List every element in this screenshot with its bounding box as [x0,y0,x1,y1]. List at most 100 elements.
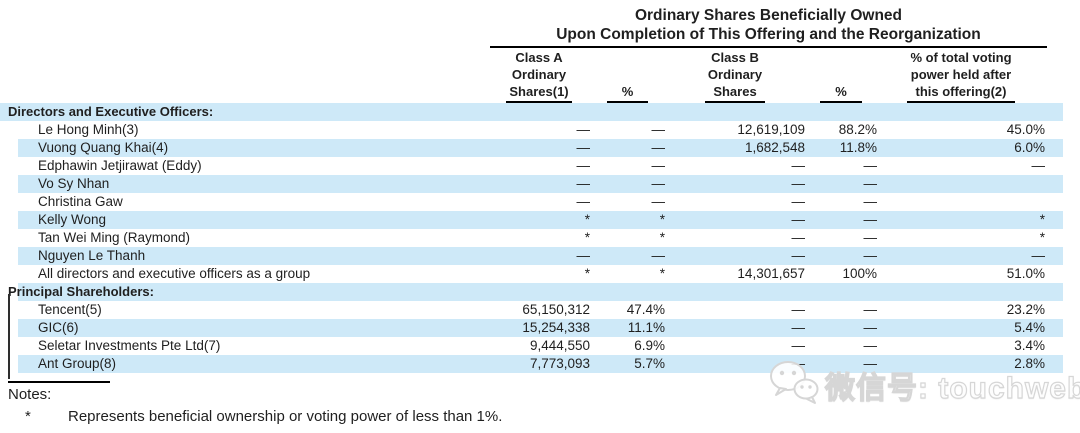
cell-voting-power: 2.8% [1014,356,1045,371]
column-header-class-b-shares: Class B Ordinary Shares [665,49,805,103]
cell-class-a-shares: 9,444,550 [529,338,590,353]
cell-class-a-shares: — [576,122,591,137]
cell-class-b-shares: — [791,194,806,209]
footnote-asterisk: * Represents beneficial ownership or vot… [8,407,1008,426]
row-label: Principal Shareholders: [8,284,154,299]
table-title: Ordinary Shares Beneficially Owned Upon … [490,6,1047,48]
cell-class-b-percent: — [863,230,878,245]
cell-class-a-percent: * [659,212,665,227]
cell-class-a-shares: * [584,212,590,227]
table-row: Vuong Quang Khai(4) — — 1,682,548 11.8% … [0,139,1063,157]
footnote-text: Represents beneficial ownership or votin… [68,408,503,425]
row-label: All directors and executive officers as … [38,266,311,281]
table-body: Directors and Executive Officers: Le Hon… [0,103,1063,373]
cell-class-a-percent [590,103,665,121]
cell-class-a-shares: — [576,248,591,263]
cell-class-b-shares: 14,301,657 [737,266,805,281]
table-row: Le Hong Minh(3) — — 12,619,109 88.2% 45.… [0,121,1063,139]
cell-voting-power: 6.0% [1014,140,1045,155]
table-header: Ordinary Shares Beneficially Owned Upon … [0,0,1063,103]
table-row: Kelly Wong * * — — * [0,211,1063,229]
row-label: Seletar Investments Pte Ltd(7) [38,338,221,353]
cell-class-b-percent: — [863,302,878,317]
cell-class-b-shares [665,283,805,301]
cell-class-b-shares: — [791,212,806,227]
cell-voting-power [877,175,1063,193]
cell-class-a-percent: — [651,176,666,191]
table-row: Directors and Executive Officers: [0,103,1063,121]
cell-class-b-percent: 100% [842,266,877,281]
cell-class-a-percent: — [651,140,666,155]
table-row: Christina Gaw — — — — [0,193,1063,211]
row-label: Christina Gaw [38,194,123,209]
table-title-line1: Ordinary Shares Beneficially Owned [634,7,903,24]
cell-class-b-percent: — [863,194,878,209]
row-label: GIC(6) [38,320,79,335]
table-row: All directors and executive officers as … [0,265,1063,283]
table-title-line2: Upon Completion of This Offering and the… [556,26,981,43]
cell-class-b-shares: 12,619,109 [737,122,805,137]
cell-class-b-shares: — [791,320,806,335]
cell-class-a-shares: 65,150,312 [522,302,590,317]
cell-class-a-shares: — [576,176,591,191]
cell-class-a-percent: 6.9% [634,338,665,353]
column-header-class-b-percent: % [805,83,877,103]
table-row: Edphawin Jetjirawat (Eddy) — — — — — [0,157,1063,175]
cell-class-b-shares: 1,682,548 [744,140,805,155]
notes-heading: Notes: [8,386,52,403]
notes-divider [8,381,110,383]
page-edge-line [8,294,10,379]
cell-class-a-percent: * [659,230,665,245]
cell-class-a-percent: — [651,194,666,209]
table-row: Ant Group(8) 7,773,093 5.7% — — 2.8% [0,355,1063,373]
cell-class-b-percent: — [863,356,878,371]
row-label: Vuong Quang Khai(4) [38,140,169,155]
cell-class-b-percent: — [863,248,878,263]
cell-class-a-shares: 7,773,093 [529,356,590,371]
column-headers: Class A Ordinary Shares(1) % Class B Ord… [0,49,1063,103]
cell-voting-power: 3.4% [1014,338,1045,353]
row-label: Ant Group(8) [38,356,117,371]
cell-voting-power [877,193,1063,211]
cell-class-b-percent: — [863,320,878,335]
cell-class-b-shares: — [791,356,806,371]
footnote-marker: * [25,408,31,425]
cell-class-b-percent: 88.2% [838,122,877,137]
cell-class-a-shares: — [576,194,591,209]
cell-voting-power: * [1039,230,1045,245]
cell-class-b-shares: — [791,230,806,245]
cell-class-b-percent: 11.8% [839,140,877,155]
column-header-voting-power: % of total voting power held after this … [877,49,1063,103]
row-label: Edphawin Jetjirawat (Eddy) [38,158,202,173]
cell-class-b-percent: — [863,338,878,353]
cell-voting-power [877,283,1063,301]
cell-class-b-shares [665,103,805,121]
column-header-class-a-percent: % [590,83,665,103]
cell-class-b-percent: — [863,158,878,173]
cell-class-a-percent: 11.1% [627,320,665,335]
cell-voting-power: 51.0% [1006,266,1045,281]
cell-class-b-percent [805,103,877,121]
cell-class-a-shares: — [576,158,591,173]
cell-class-a-percent: — [651,248,666,263]
cell-voting-power: — [1031,158,1046,173]
cell-class-a-shares: — [576,140,591,155]
cell-class-b-percent: — [863,176,878,191]
cell-class-b-percent [805,283,877,301]
table-row: Tan Wei Ming (Raymond) * * — — * [0,229,1063,247]
table-row: Tencent(5) 65,150,312 47.4% — — 23.2% [0,301,1063,319]
cell-class-a-shares [488,283,590,301]
cell-voting-power: * [1039,212,1045,227]
row-label: Kelly Wong [38,212,107,227]
cell-voting-power [877,103,1063,121]
cell-class-a-shares [488,103,590,121]
row-label: Vo Sy Nhan [38,176,110,191]
notes-section: Notes: * Represents beneficial ownership… [8,381,1008,426]
table-row: Seletar Investments Pte Ltd(7) 9,444,550… [0,337,1063,355]
cell-class-a-shares: * [584,230,590,245]
cell-class-b-percent: — [863,212,878,227]
cell-class-b-shares: — [791,158,806,173]
cell-class-a-shares: 15,254,338 [522,320,590,335]
cell-class-a-percent: — [651,122,666,137]
